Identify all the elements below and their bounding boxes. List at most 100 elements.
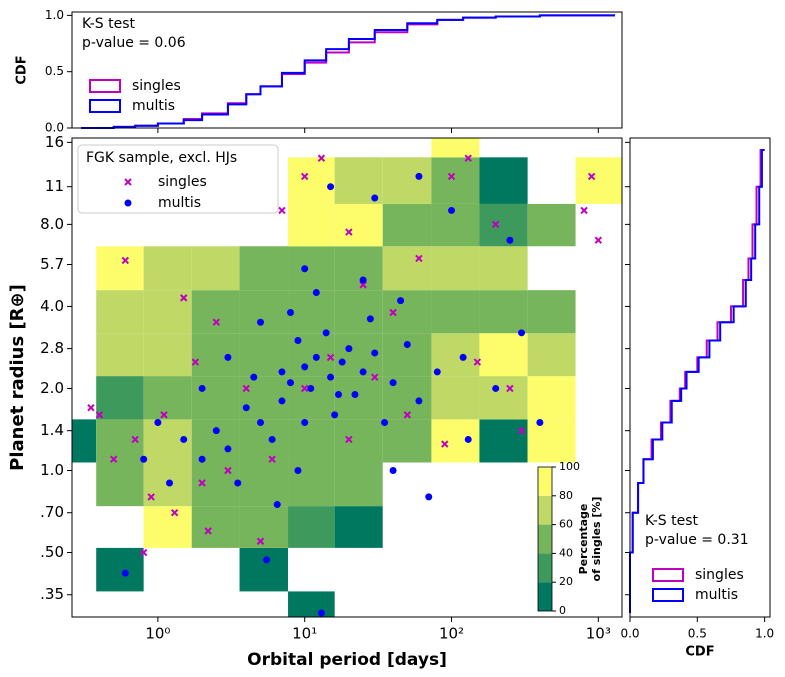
heatmap-cell <box>191 290 240 334</box>
x-tick-label: 10¹ <box>292 625 317 643</box>
colorbar-frame <box>537 466 553 612</box>
y-tick-label: 1.0 <box>45 8 64 22</box>
heatmap-cell <box>382 203 432 247</box>
heatmap-cell <box>96 290 144 334</box>
multi-point <box>212 427 220 435</box>
heatmap-cell <box>431 203 480 247</box>
annotation: p-value = 0.06 <box>82 35 186 51</box>
multi-point <box>381 419 389 427</box>
legend-label: multis <box>158 195 201 211</box>
multi-point <box>166 479 174 487</box>
heatmap-cell <box>479 246 528 291</box>
y-tick-label: 16 <box>45 133 64 151</box>
heatmap-cell <box>96 547 144 592</box>
multi-point <box>273 501 281 509</box>
single-point <box>278 206 286 215</box>
colorbar-tick-label: 100 <box>559 460 580 473</box>
single-point <box>300 384 309 393</box>
heatmap-cell <box>431 333 480 377</box>
multi-point <box>389 379 397 387</box>
heatmap-cell <box>239 462 289 507</box>
colorbar-tick-label: 80 <box>559 489 573 502</box>
multi-point <box>224 445 232 453</box>
single-point <box>580 206 588 215</box>
y-tick-label: 11 <box>45 177 64 195</box>
multi-point <box>278 368 286 376</box>
multi-point <box>351 391 359 399</box>
multi-point <box>198 455 206 463</box>
multi-point <box>250 373 258 381</box>
multi-point <box>327 373 335 381</box>
heatmap-cell <box>334 506 383 548</box>
single-point <box>131 435 139 444</box>
multi-point <box>312 353 320 361</box>
colorbar-tick-label: 20 <box>559 575 573 588</box>
heatmap-cell <box>431 376 480 420</box>
multi-point <box>331 411 339 419</box>
axes-frame <box>629 137 771 618</box>
single-point <box>403 411 412 419</box>
single-point <box>160 411 168 419</box>
colorbar-segment <box>538 495 552 525</box>
single-point <box>491 220 500 229</box>
multi-point <box>312 288 320 296</box>
multi-point <box>371 194 379 202</box>
single-point <box>256 537 265 545</box>
multi-point <box>307 384 315 392</box>
multi-point <box>389 466 397 474</box>
multi-point <box>278 397 286 405</box>
heatmap-cell <box>288 376 335 420</box>
single-point <box>204 527 212 535</box>
heatmap-cell <box>239 419 289 463</box>
multi-point <box>154 419 162 427</box>
y-tick-label: 5.7 <box>40 255 64 273</box>
annotation: K-S test <box>645 513 698 529</box>
heatmap-cell <box>479 157 528 204</box>
heatmap-cell <box>527 203 576 247</box>
multi-point <box>242 404 250 412</box>
single-point <box>517 426 526 435</box>
multi-point <box>338 358 346 366</box>
multi-point <box>224 353 232 361</box>
heatmap-cell <box>479 203 528 247</box>
heatmap-cell <box>239 246 289 291</box>
x-tick-label: 0.5 <box>688 627 707 641</box>
multi-point <box>459 353 467 361</box>
single-point <box>139 548 148 557</box>
heatmap-cell <box>96 376 144 420</box>
heatmap-cell <box>479 419 528 463</box>
single-point <box>147 493 155 501</box>
single-point <box>473 358 482 366</box>
single-point <box>447 172 456 181</box>
colorbar-label: of singles [%] <box>590 497 603 582</box>
heatmap-cell <box>527 333 576 377</box>
y-axis-label: CDF <box>15 55 30 84</box>
colorbar-tick-label: 40 <box>559 546 573 559</box>
single-point <box>300 172 309 181</box>
multi-point <box>268 435 276 443</box>
multi-point <box>518 329 526 337</box>
single-point <box>212 318 221 326</box>
overlay: K-S test p-value = 0.06 singles multis 0.0 0.… <box>7 8 774 670</box>
axes-frame <box>71 137 623 618</box>
x-tick-label: 10⁰ <box>145 625 170 643</box>
annotation: p-value = 0.31 <box>645 532 749 548</box>
multi-point <box>448 206 456 214</box>
colorbar-segment <box>538 467 552 496</box>
single-point <box>109 455 118 463</box>
x-axis-label: Orbital period [days] <box>247 650 447 670</box>
heatmap-cell <box>334 203 383 247</box>
heatmap-cell <box>239 333 289 377</box>
y-tick-label: .50 <box>40 543 64 561</box>
cdf-line <box>81 14 616 129</box>
heatmap-cell <box>288 591 335 617</box>
heatmap-cell <box>479 333 528 377</box>
multi-point <box>257 318 265 326</box>
single-point <box>191 358 200 366</box>
multi-point <box>286 308 294 316</box>
multi-point <box>335 391 343 399</box>
legend-label: multis <box>132 98 175 114</box>
heatmap-cell <box>239 547 289 592</box>
y-tick-label: .35 <box>40 585 64 603</box>
legend-swatch <box>652 588 684 602</box>
